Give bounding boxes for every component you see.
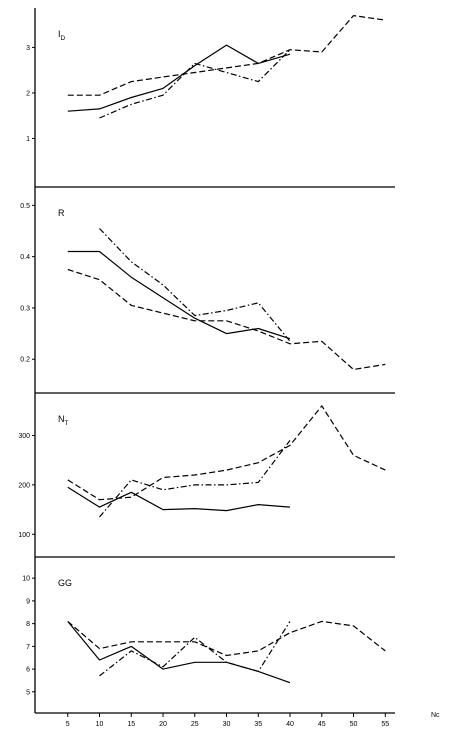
y-tick-label: 8 xyxy=(26,621,30,628)
y-tick-label: 5 xyxy=(26,689,30,696)
series-line-dashdot xyxy=(99,440,291,518)
panel-label: GG xyxy=(58,578,72,588)
y-tick-label: 1 xyxy=(26,136,30,143)
series-line-solid xyxy=(67,250,291,340)
y-tick-label: 10 xyxy=(22,576,30,583)
x-tick-label: 10 xyxy=(96,721,104,728)
x-tick-label: 35 xyxy=(254,721,262,728)
x-tick-label: 5 xyxy=(66,721,70,728)
series-line-solid xyxy=(67,486,291,512)
series-line-dashdot xyxy=(99,621,291,677)
y-tick-label: 3 xyxy=(26,45,30,52)
series-line-dashdot xyxy=(99,49,291,119)
x-tick-label: 55 xyxy=(381,721,389,728)
y-tick-label: 200 xyxy=(18,482,30,489)
panel-label-main: N xyxy=(58,414,65,424)
panel-label: ID xyxy=(58,29,66,42)
y-tick-label: 9 xyxy=(26,598,30,605)
x-tick-label: 45 xyxy=(318,721,326,728)
y-tick-label: 6 xyxy=(26,667,30,674)
series-line-dashed xyxy=(67,620,386,657)
x-tick-label: 15 xyxy=(127,721,135,728)
y-tick-label: 0.4 xyxy=(20,254,30,261)
panel-label: R xyxy=(58,208,65,218)
x-tick-label: 20 xyxy=(159,721,167,728)
series-line-solid xyxy=(67,621,291,684)
series-line-dashed xyxy=(67,405,386,501)
y-tick-label: 100 xyxy=(18,532,30,539)
x-axis-label: Nc xyxy=(431,712,440,719)
panel-label-main: R xyxy=(58,208,65,218)
panel-label: NT xyxy=(58,414,69,427)
y-tick-label: 0.5 xyxy=(20,203,30,210)
series-line-dashed xyxy=(67,15,386,96)
series-line-solid xyxy=(67,44,291,112)
y-tick-label: 0.3 xyxy=(20,305,30,312)
x-tick-label: 50 xyxy=(350,721,358,728)
panel-label-subscript: T xyxy=(65,420,69,427)
x-tick-label: 25 xyxy=(191,721,199,728)
panel-label-subscript: D xyxy=(61,35,66,42)
x-tick-label: 40 xyxy=(286,721,294,728)
y-tick-label: 0.2 xyxy=(20,357,30,364)
x-tick-label: 30 xyxy=(223,721,231,728)
y-tick-label: 7 xyxy=(26,644,30,651)
series-line-dashdot xyxy=(99,228,291,342)
y-tick-label: 300 xyxy=(18,433,30,440)
panel-label-main: GG xyxy=(58,578,72,588)
y-tick-label: 2 xyxy=(26,90,30,97)
series-line-dashed xyxy=(67,268,386,371)
panel-label-main: I xyxy=(58,29,61,39)
